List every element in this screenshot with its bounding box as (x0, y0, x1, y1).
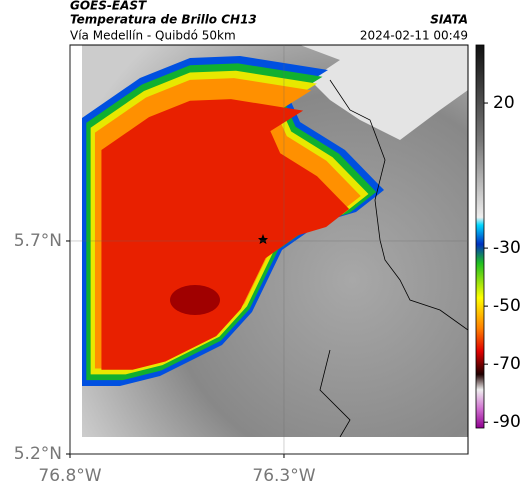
colorbar (475, 44, 485, 429)
colorbar-tick-label: -70 (493, 354, 521, 374)
colorbar-tick-label: 20 (493, 93, 515, 113)
title: Temperatura de Brillo CH13 (70, 13, 257, 27)
colorbar-tick-label: -90 (493, 412, 521, 432)
x-tick-label: 76.3°W (252, 466, 315, 486)
source: GOES-EAST (70, 0, 147, 13)
cloud-core (82, 56, 384, 386)
high-clouds (300, 45, 468, 140)
org: SIATA (430, 13, 468, 27)
y-tick-label: 5.7°N (14, 231, 62, 251)
x-tick-label: 76.8°W (38, 466, 101, 486)
location-marker (258, 234, 268, 244)
colorbar-tick-label: -30 (493, 238, 521, 258)
timestamp: 2024-02-11 00:49 (360, 29, 468, 43)
borders (319, 79, 468, 437)
y-tick-label: 5.2°N (14, 444, 62, 464)
subtitle: Vía Medellín - Quibdó 50km (70, 29, 236, 43)
colorbar-tick-label: -50 (493, 296, 521, 316)
